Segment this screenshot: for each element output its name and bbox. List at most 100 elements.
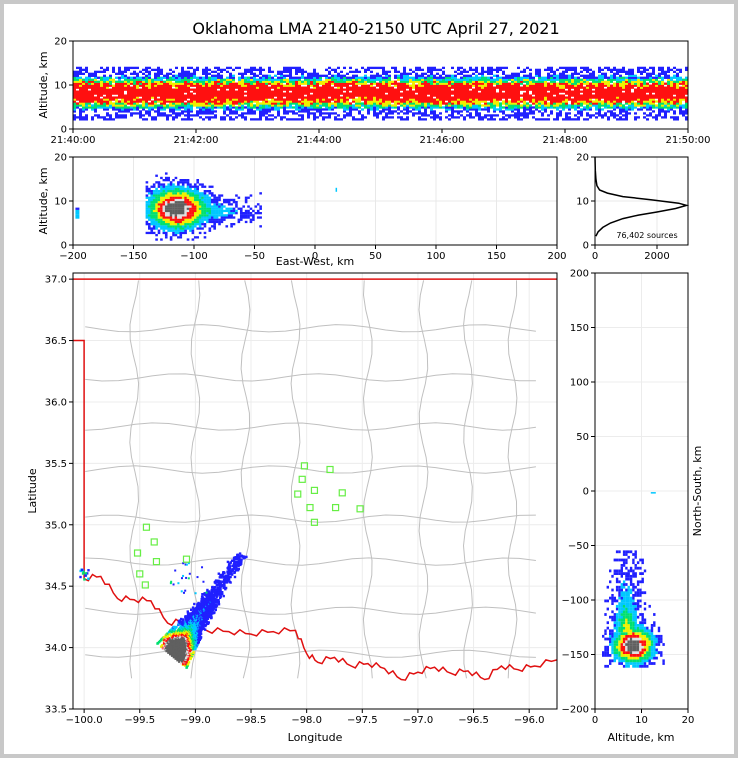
plan-view-frame (72, 272, 558, 710)
state-border (73, 278, 557, 681)
plan-view-xtick: −99.0 (180, 709, 211, 726)
svg-text:20: 20 (54, 37, 67, 48)
lma-figure: Oklahoma LMA 2140-2150 UTC April 27, 202… (26, 19, 710, 745)
plan-view-xtick: −99.5 (124, 709, 155, 726)
svg-text:21:48:00: 21:48:00 (543, 135, 588, 146)
lma-station-marker (298, 475, 306, 483)
lma-station-marker (300, 462, 309, 470)
plan-view-xtick: −97.0 (403, 709, 433, 726)
time-height-density (73, 66, 688, 121)
ns-height-ytick: 150 (570, 323, 595, 334)
alt-histogram-ytick: 20 (576, 153, 595, 164)
ew-height-ytick: 20 (54, 153, 73, 164)
plan-view-xtick: −100.0 (66, 709, 103, 726)
time-height-xtick: 21:40:00 (51, 129, 96, 146)
time-height-xtick: 21:48:00 (543, 129, 588, 146)
plan-view-xtick: −96.0 (514, 709, 545, 726)
svg-text:21:46:00: 21:46:00 (420, 135, 465, 146)
ew-height-panel: 0 10 20 −200 −150 −100 −50 0 50 100 150 200 Altitud… (37, 153, 567, 269)
alt-histogram-panel: 0 10 20 0 2000 76,402 sources (576, 153, 690, 262)
ns-height-xtick: 0 (592, 709, 598, 726)
svg-text:21:40:00: 21:40:00 (51, 135, 96, 146)
svg-text:21:44:00: 21:44:00 (297, 135, 342, 146)
plan-view-xtick: −98.5 (236, 709, 266, 726)
plan-view-xtick: −97.5 (347, 709, 378, 726)
plan-view-xlabel: Longitude (288, 731, 343, 744)
ew-height-ytick: 0 (61, 241, 73, 252)
time-height-xtick: 21:42:00 (174, 129, 219, 146)
ns-height-xlabel: Altitude, km (607, 731, 674, 744)
lma-station-marker (310, 486, 319, 494)
time-height-ytick: 10 (54, 81, 73, 92)
chart-title: Oklahoma LMA 2140-2150 UTC April 27, 202… (192, 19, 559, 38)
plan-view-ytick: 34.5 (45, 582, 73, 593)
ew-height-xtick: −50 (244, 245, 265, 262)
time-height-ytick: 20 (54, 37, 73, 48)
lma-station-marker (294, 490, 302, 498)
lma-station-marker (331, 503, 340, 512)
plan-view-panel: 33.5 34.0 34.5 35.0 35.5 36.0 36.5 37.0 −100.0 −9… (26, 272, 558, 744)
ew-height-ylabel: Altitude, km (37, 167, 50, 234)
alt-histogram-ytick: 10 (576, 197, 595, 208)
ew-height-xlabel: East-West, km (276, 255, 354, 268)
ns-height-ytick: 0 (583, 487, 595, 498)
ns-height-density (602, 492, 665, 668)
ns-height-panel: −200 −150 −100 −50 0 50 100 150 200 0 10 20 North-S… (562, 269, 704, 745)
ns-height-ytick: −100 (562, 596, 595, 607)
time-height-ylabel: Altitude, km (37, 51, 50, 118)
ew-height-xtick: 50 (369, 245, 382, 262)
lma-station-marker (338, 489, 346, 497)
ew-height-xtick: −150 (120, 245, 147, 262)
lma-station-marker (306, 503, 314, 512)
lma-station-marker (356, 505, 364, 513)
lma-station-marker (326, 465, 334, 474)
plan-view-ytick: 36.0 (45, 397, 73, 408)
plan-view-ytick: 35.0 (45, 520, 73, 531)
alt-histogram-xtick: 0 (592, 245, 598, 262)
lma-station-marker (142, 523, 151, 531)
alt-histogram-ytick: 0 (583, 241, 595, 252)
plan-view-ytick: 35.5 (45, 459, 73, 470)
plan-view-density (79, 552, 248, 669)
county-lines (73, 280, 536, 679)
lma-station-marker (133, 549, 142, 557)
lma-station-marker (182, 555, 191, 563)
ns-height-xtick: 20 (682, 709, 694, 726)
ns-height-ytick: 100 (570, 378, 595, 389)
plan-view-ytick: 36.5 (45, 336, 73, 347)
plan-view-ytick: 34.0 (45, 643, 73, 654)
ns-height-ytick: 50 (576, 432, 595, 443)
alt-histogram-annotation: 76,402 sources (616, 231, 677, 240)
lma-station-marker (141, 581, 149, 589)
ew-height-xtick: 200 (547, 245, 567, 262)
ew-height-xtick: 100 (426, 245, 446, 262)
ns-height-ytick: −150 (562, 650, 595, 661)
plan-view-xtick: −96.5 (458, 709, 489, 726)
time-height-xtick: 21:46:00 (420, 129, 465, 146)
time-height-xtick: 21:44:00 (297, 129, 342, 146)
lma-station-marker (310, 518, 319, 526)
plan-view-xtick: −98.0 (291, 709, 322, 726)
ew-height-density (75, 172, 338, 241)
lma-station-marker (136, 570, 144, 578)
figure: Oklahoma LMA 2140-2150 UTC April 27, 202… (4, 4, 734, 754)
lma-station-marker (152, 558, 161, 566)
ew-height-xtick: 0 (312, 245, 318, 262)
svg-text:21:42:00: 21:42:00 (174, 135, 219, 146)
time-height-panel: 0 10 20 21:40:00 21:42:00 21:44:00 21:46:00 21:… (37, 37, 710, 147)
alt-histogram-xtick: 2000 (644, 245, 670, 262)
svg-text:0: 0 (61, 125, 67, 136)
time-height-xtick: 21:50:00 (666, 129, 711, 146)
lma-station-marker (150, 538, 158, 546)
ns-height-ytick: −200 (562, 705, 595, 716)
alt-histogram-line (594, 156, 690, 237)
ew-height-ytick: 10 (54, 197, 73, 208)
ns-height-ylabel: North-South, km (691, 446, 704, 537)
svg-text:10: 10 (54, 81, 67, 92)
ns-height-ytick: 200 (570, 269, 595, 280)
plan-view-ylabel: Latitude (26, 468, 39, 514)
plan-view-ytick: 37.0 (45, 275, 73, 286)
svg-text:21:50:00: 21:50:00 (666, 135, 711, 146)
ns-height-xtick: 10 (635, 709, 648, 726)
ew-height-xtick: −100 (180, 245, 208, 262)
